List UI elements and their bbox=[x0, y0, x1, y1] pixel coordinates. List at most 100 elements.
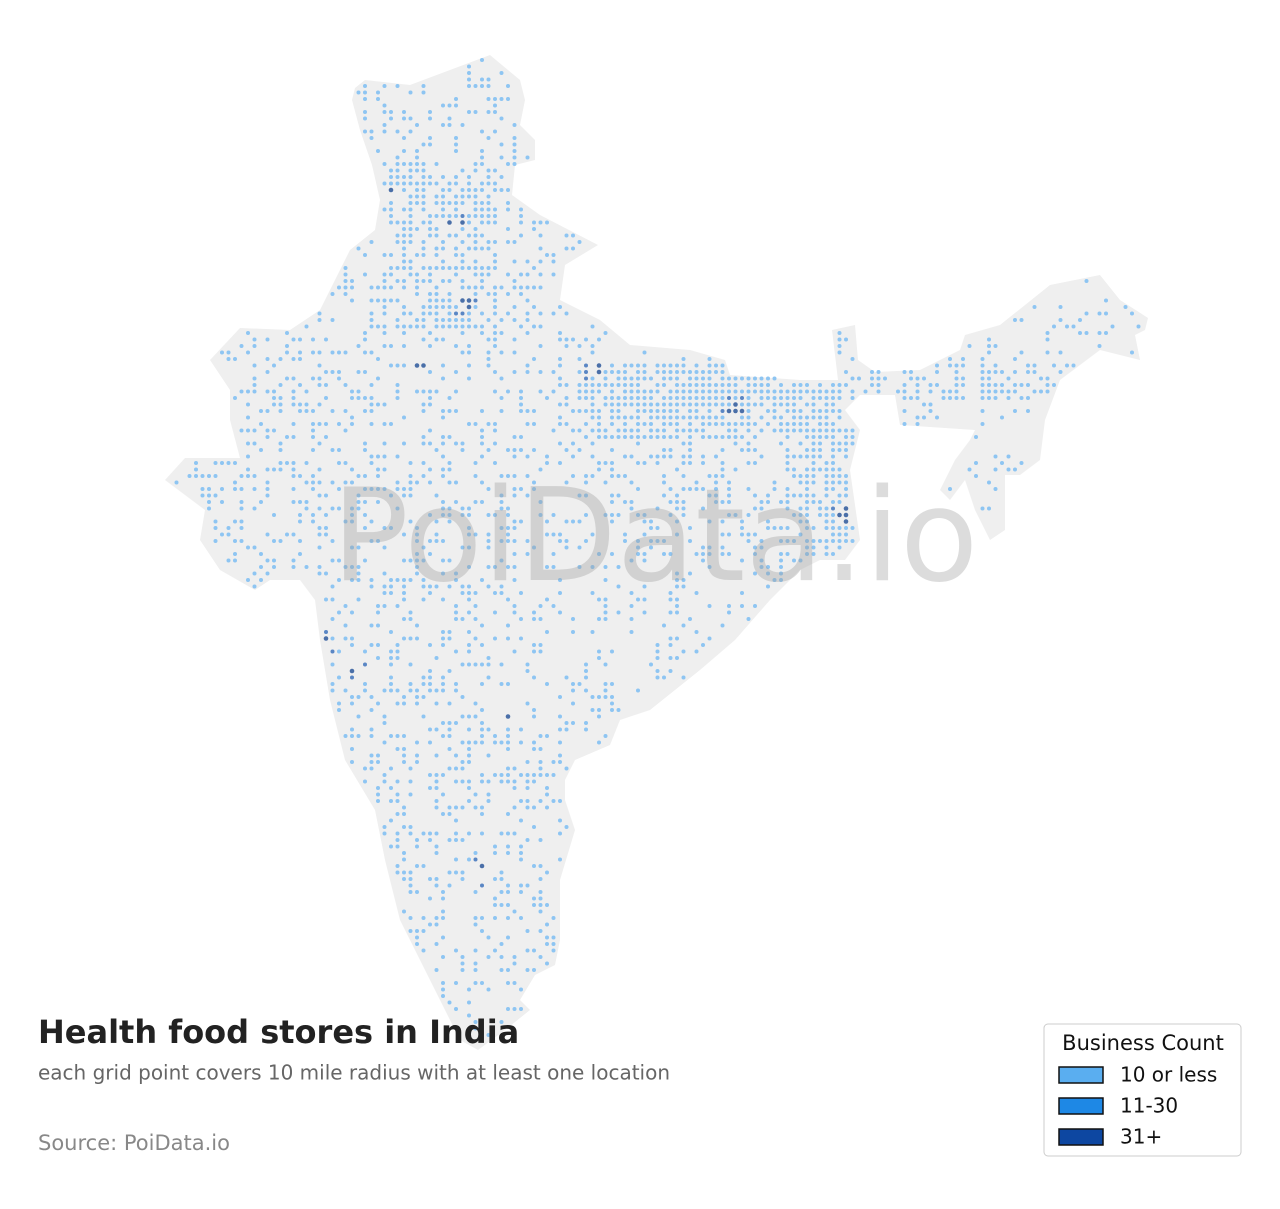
grid-point bbox=[798, 558, 803, 563]
grid-point bbox=[408, 610, 413, 615]
grid-point bbox=[681, 474, 686, 478]
grid-point bbox=[558, 591, 562, 595]
grid-point bbox=[688, 617, 692, 621]
grid-point bbox=[785, 487, 790, 491]
grid-point bbox=[616, 383, 621, 387]
grid-point bbox=[324, 396, 328, 400]
grid-point bbox=[265, 487, 270, 491]
grid-point bbox=[558, 695, 562, 699]
grid-point bbox=[831, 454, 835, 459]
grid-point bbox=[941, 389, 946, 394]
grid-point bbox=[551, 311, 556, 316]
grid-point bbox=[421, 175, 426, 179]
grid-point bbox=[740, 402, 744, 407]
grid-point bbox=[369, 766, 374, 771]
grid-point bbox=[558, 383, 562, 387]
legend-title: Business Count bbox=[1062, 1031, 1224, 1055]
grid-point bbox=[395, 168, 400, 173]
grid-point bbox=[720, 363, 725, 368]
grid-point bbox=[935, 383, 939, 387]
grid-point bbox=[506, 311, 510, 316]
grid-point bbox=[460, 227, 465, 231]
grid-point bbox=[480, 643, 484, 647]
grid-point bbox=[402, 110, 406, 114]
grid-point bbox=[493, 214, 497, 218]
grid-point bbox=[441, 506, 445, 511]
grid-point bbox=[486, 136, 491, 140]
grid-point bbox=[636, 441, 640, 446]
grid-point bbox=[428, 467, 432, 472]
grid-point bbox=[590, 591, 595, 595]
grid-point bbox=[551, 272, 556, 277]
grid-point bbox=[675, 402, 679, 407]
grid-point bbox=[480, 311, 484, 316]
grid-point bbox=[655, 409, 660, 413]
grid-point bbox=[499, 376, 504, 381]
grid-point bbox=[363, 129, 367, 134]
grid-point bbox=[441, 812, 445, 816]
grid-point bbox=[597, 708, 601, 712]
grid-point bbox=[954, 376, 959, 381]
grid-point bbox=[837, 512, 842, 518]
grid-point bbox=[408, 175, 413, 179]
grid-point bbox=[642, 519, 647, 524]
grid-point bbox=[746, 396, 751, 400]
grid-point bbox=[779, 526, 783, 530]
grid-point bbox=[538, 877, 543, 881]
grid-point bbox=[480, 916, 484, 920]
grid-point bbox=[909, 376, 913, 381]
grid-point bbox=[681, 441, 686, 446]
grid-point bbox=[350, 675, 354, 680]
grid-point bbox=[415, 935, 419, 940]
grid-point bbox=[441, 792, 445, 797]
grid-point bbox=[480, 155, 484, 160]
grid-point bbox=[772, 428, 777, 433]
grid-point bbox=[493, 565, 497, 569]
grid-point bbox=[337, 675, 341, 680]
grid-point bbox=[714, 389, 718, 394]
grid-point bbox=[1097, 331, 1102, 335]
grid-point bbox=[701, 422, 705, 426]
grid-point bbox=[493, 422, 497, 426]
grid-point bbox=[311, 480, 315, 485]
grid-point bbox=[473, 792, 478, 797]
grid-point bbox=[818, 539, 822, 543]
grid-point bbox=[252, 344, 257, 348]
grid-point bbox=[389, 168, 393, 173]
grid-point bbox=[805, 545, 809, 550]
grid-point bbox=[395, 155, 400, 160]
grid-point bbox=[603, 370, 608, 374]
grid-point bbox=[226, 558, 231, 563]
grid-point bbox=[454, 870, 458, 875]
grid-point bbox=[421, 682, 426, 686]
grid-point bbox=[727, 402, 731, 407]
grid-point bbox=[480, 84, 484, 88]
grid-point bbox=[441, 454, 445, 459]
grid-point bbox=[1084, 279, 1089, 283]
grid-point bbox=[610, 402, 614, 407]
grid-point bbox=[538, 890, 543, 894]
grid-point bbox=[330, 409, 335, 413]
grid-point bbox=[441, 994, 445, 998]
grid-point bbox=[584, 513, 588, 517]
grid-point bbox=[1013, 409, 1017, 413]
grid-point bbox=[363, 513, 367, 517]
grid-point bbox=[337, 350, 341, 355]
grid-point bbox=[382, 402, 387, 407]
grid-point bbox=[779, 383, 783, 387]
grid-point bbox=[454, 194, 458, 199]
grid-point bbox=[311, 513, 315, 517]
grid-point bbox=[974, 474, 978, 478]
grid-point bbox=[376, 487, 380, 491]
grid-point bbox=[415, 480, 419, 485]
grid-point bbox=[454, 500, 458, 504]
grid-point bbox=[538, 370, 543, 374]
grid-point bbox=[421, 402, 426, 407]
grid-point bbox=[402, 253, 406, 257]
grid-point bbox=[512, 786, 517, 790]
grid-point bbox=[532, 747, 536, 751]
grid-point bbox=[532, 266, 536, 270]
grid-point bbox=[1026, 409, 1030, 413]
grid-point bbox=[473, 168, 478, 173]
grid-point bbox=[246, 467, 250, 472]
